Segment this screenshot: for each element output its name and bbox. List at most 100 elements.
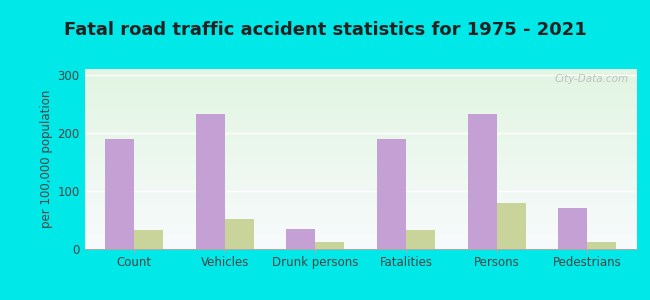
Bar bbox=[84, 211, 637, 212]
Bar bbox=[84, 82, 637, 83]
Bar bbox=[105, 139, 135, 249]
Bar bbox=[84, 178, 637, 179]
Bar bbox=[84, 83, 637, 84]
Bar bbox=[84, 107, 637, 108]
Bar bbox=[84, 126, 637, 127]
Bar bbox=[84, 151, 637, 152]
Bar bbox=[84, 190, 637, 191]
Bar bbox=[84, 122, 637, 123]
Bar bbox=[84, 124, 637, 125]
Bar bbox=[84, 98, 637, 99]
Bar bbox=[84, 173, 637, 174]
Bar bbox=[84, 75, 637, 76]
Bar bbox=[84, 239, 637, 240]
Bar bbox=[84, 210, 637, 211]
Bar bbox=[84, 163, 637, 164]
Bar bbox=[84, 146, 637, 147]
Bar bbox=[84, 242, 637, 243]
Bar bbox=[467, 114, 497, 249]
Bar bbox=[84, 105, 637, 106]
Bar bbox=[84, 218, 637, 219]
Bar bbox=[84, 101, 637, 102]
Bar bbox=[84, 153, 637, 154]
Bar bbox=[84, 201, 637, 202]
Bar bbox=[84, 125, 637, 126]
Bar bbox=[84, 76, 637, 77]
Bar bbox=[406, 230, 435, 249]
Bar bbox=[84, 159, 637, 160]
Bar bbox=[84, 183, 637, 184]
Bar bbox=[84, 248, 637, 249]
Bar bbox=[84, 94, 637, 95]
Bar bbox=[84, 147, 637, 148]
Bar bbox=[84, 231, 637, 232]
Bar bbox=[84, 181, 637, 182]
Bar bbox=[84, 244, 637, 245]
Bar bbox=[84, 199, 637, 200]
Bar bbox=[84, 134, 637, 135]
Bar bbox=[84, 109, 637, 110]
Bar bbox=[84, 203, 637, 204]
Bar bbox=[84, 188, 637, 189]
Bar bbox=[84, 152, 637, 153]
Bar bbox=[135, 230, 163, 249]
Bar bbox=[84, 156, 637, 157]
Bar bbox=[587, 242, 616, 249]
Bar bbox=[84, 175, 637, 176]
Bar bbox=[84, 77, 637, 78]
Bar bbox=[84, 70, 637, 71]
Bar bbox=[84, 238, 637, 239]
Bar bbox=[84, 236, 637, 237]
Bar bbox=[84, 228, 637, 229]
Bar bbox=[84, 111, 637, 112]
Bar bbox=[497, 202, 526, 249]
Bar bbox=[84, 198, 637, 199]
Bar bbox=[84, 84, 637, 85]
Bar bbox=[84, 86, 637, 87]
Bar bbox=[84, 100, 637, 101]
Bar bbox=[84, 160, 637, 161]
Bar bbox=[287, 229, 315, 249]
Bar bbox=[196, 114, 225, 249]
Bar bbox=[84, 208, 637, 209]
Bar bbox=[84, 96, 637, 97]
Bar bbox=[84, 245, 637, 246]
Bar bbox=[84, 85, 637, 86]
Bar bbox=[84, 214, 637, 215]
Bar bbox=[84, 99, 637, 100]
Bar bbox=[84, 225, 637, 226]
Bar bbox=[84, 200, 637, 201]
Bar bbox=[315, 242, 344, 249]
Bar bbox=[84, 115, 637, 116]
Bar bbox=[84, 194, 637, 195]
Bar bbox=[84, 196, 637, 197]
Bar bbox=[84, 155, 637, 156]
Bar bbox=[84, 92, 637, 93]
Bar bbox=[84, 108, 637, 109]
Bar bbox=[84, 123, 637, 124]
Bar bbox=[84, 185, 637, 186]
Bar bbox=[84, 137, 637, 138]
Bar bbox=[84, 113, 637, 114]
Bar bbox=[84, 80, 637, 81]
Bar bbox=[84, 93, 637, 94]
Bar bbox=[84, 189, 637, 190]
Bar bbox=[84, 235, 637, 236]
Bar bbox=[84, 118, 637, 119]
Bar bbox=[84, 136, 637, 137]
Bar bbox=[84, 130, 637, 131]
Bar bbox=[84, 193, 637, 194]
Bar bbox=[84, 217, 637, 218]
Bar bbox=[84, 106, 637, 107]
Bar bbox=[84, 229, 637, 230]
Bar bbox=[84, 133, 637, 134]
Bar bbox=[558, 208, 587, 249]
Bar bbox=[84, 206, 637, 207]
Bar bbox=[84, 167, 637, 168]
Bar bbox=[84, 213, 637, 214]
Bar bbox=[84, 215, 637, 216]
Bar bbox=[84, 145, 637, 146]
Bar bbox=[84, 150, 637, 151]
Bar bbox=[84, 144, 637, 145]
Bar bbox=[84, 234, 637, 235]
